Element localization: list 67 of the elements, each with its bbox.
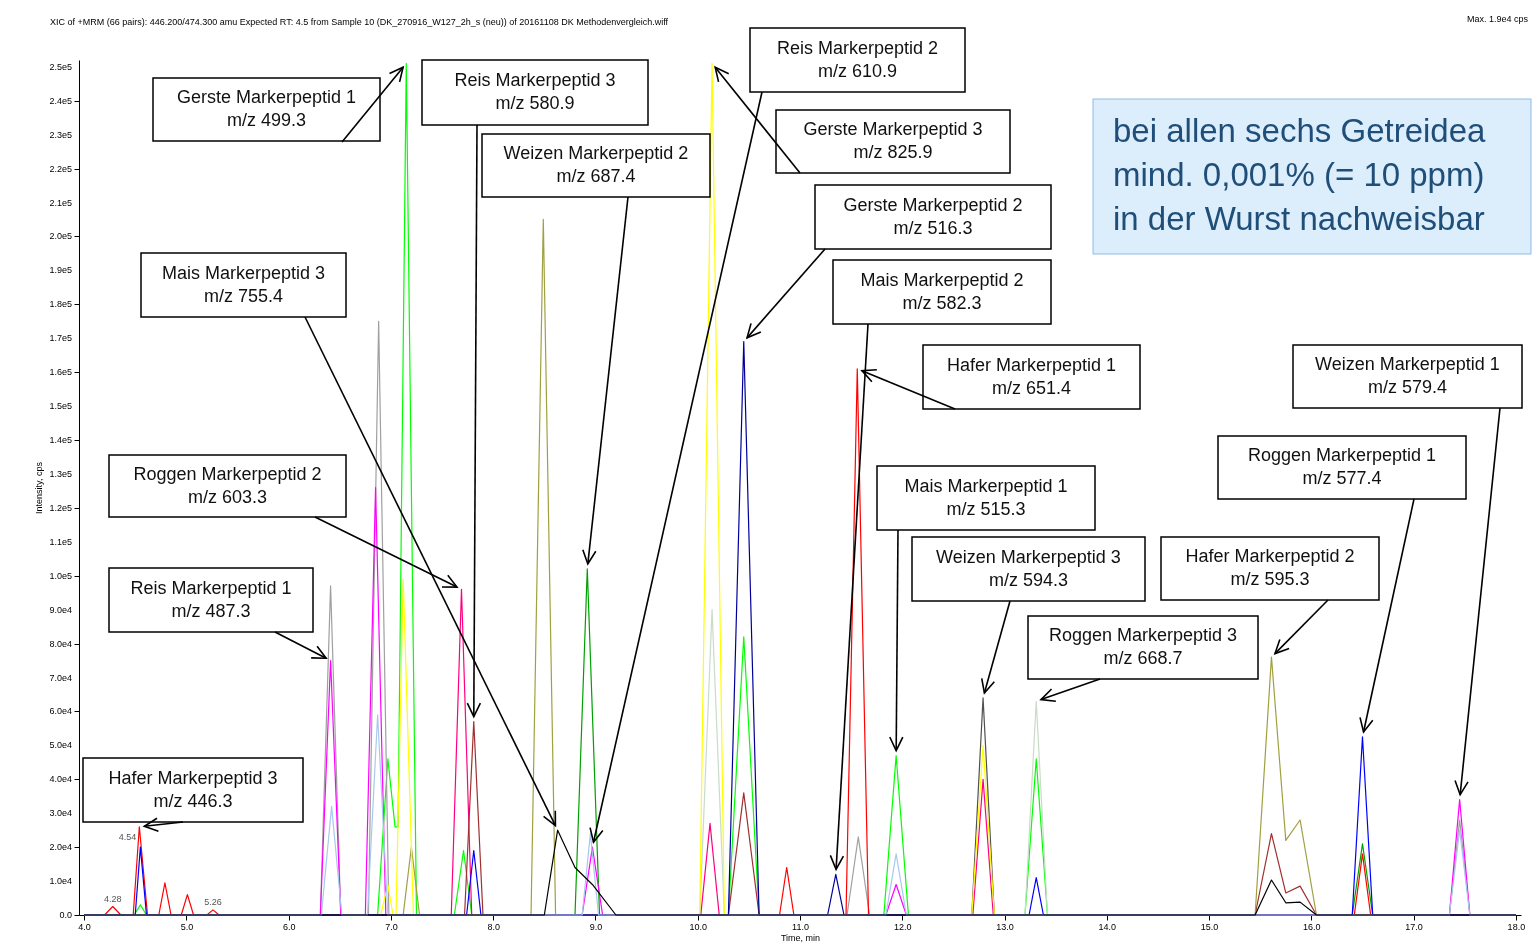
x-tick-label: 17.0 [1405, 921, 1423, 932]
annotation: Mais Markerpeptid 3 m/z 755.4 [161, 262, 326, 306]
y-tick-label: 1.5e5 [49, 401, 72, 412]
x-tick-label: 8.0 [487, 921, 500, 932]
x-tick-label: 18.0 [1507, 921, 1526, 932]
annotation: Weizen Markerpeptid 1 m/z 579.4 [1315, 353, 1500, 397]
y-tick-label: 2.0e4 [49, 842, 72, 853]
y-tick-label: 1.7e5 [49, 333, 72, 344]
annotation: Reis Markerpeptid 1 m/z 487.3 [130, 577, 292, 621]
y-tick-label: 7.0e4 [49, 672, 72, 683]
y-tick-label: 1.2e5 [49, 502, 72, 513]
y-tick-label: 6.0e4 [49, 706, 72, 717]
y-tick-label: 2.3e5 [49, 129, 72, 140]
y-tick-label: 1.6e5 [49, 367, 72, 378]
x-tick-label: 16.0 [1303, 921, 1321, 932]
annotation: Hafer Markerpeptid 1 m/z 651.4 [946, 354, 1117, 398]
annotation: Weizen Markerpeptid 3 m/z 594.3 [936, 546, 1121, 590]
annotation: Gerste Markerpeptid 1 m/z 499.3 [176, 86, 357, 130]
x-tick-label: 10.0 [689, 921, 707, 932]
annotation: Roggen Markerpeptid 2 m/z 603.3 [133, 463, 322, 507]
y-tick-label: 2.2e5 [49, 163, 72, 174]
annotation: Gerste Markerpeptid 2 m/z 516.3 [843, 194, 1023, 238]
y-tick-label: 2.0e5 [49, 231, 72, 242]
y-tick-label: 2.4e5 [49, 95, 72, 106]
annotation: 5.26 [204, 896, 222, 907]
x-tick-label: 6.0 [282, 921, 296, 932]
annotation: Hafer Markerpeptid 3 m/z 446.3 [108, 767, 278, 811]
x-tick-label: 4.0 [78, 921, 91, 932]
annotation: Mais Markerpeptid 2 m/z 582.3 [860, 269, 1024, 313]
y-tick-label: 0.0 [59, 910, 72, 920]
annotation: 4.54 [118, 831, 137, 842]
y-tick-label: 1.9e5 [49, 265, 72, 276]
x-tick-label: 12.0 [894, 921, 912, 932]
annotation: Reis Markerpeptid 2 m/z 610.9 [776, 37, 939, 81]
y-tick-label: 4.0e4 [49, 774, 72, 785]
y-tick-label: 9.0e4 [49, 604, 72, 615]
y-tick-label: 1.3e5 [49, 468, 72, 479]
y-tick-label: 1.4e5 [49, 435, 72, 445]
chart-title: XIC of +MRM (66 pairs): 446.200/474.300 amu Expected RT: 4.5 from Sample 10 (DK_270916_W127_2h_s (neu)) of 20161108 DK Methodenvergleich.wiff [50, 17, 669, 27]
x-tick-label: 9.0 [589, 921, 603, 932]
y-tick-label: 2.1e5 [49, 197, 72, 208]
x-tick-label: 5.0 [180, 921, 194, 932]
annotation: Roggen Markerpeptid 3 m/z 668.7 [1048, 624, 1238, 668]
annotation: Weizen Markerpeptid 2 m/z 687.4 [503, 142, 689, 186]
x-tick-label: 15.0 [1200, 921, 1219, 932]
y-tick-label: 1.0e5 [49, 570, 72, 581]
annotation: Reis Markerpeptid 3 m/z 580.9 [454, 69, 616, 113]
x-axis-title: Time, min [780, 932, 821, 943]
y-tick-label: 2.5e5 [49, 61, 72, 72]
y-tick-label: 5.0e4 [49, 740, 72, 751]
x-tick-label: 14.0 [1098, 921, 1117, 932]
annotation: Hafer Markerpeptid 2 m/z 595.3 [1185, 545, 1355, 589]
y-tick-label: 8.0e4 [49, 638, 72, 649]
annotation: Mais Markerpeptid 1 m/z 515.3 [904, 475, 1068, 519]
y-axis-title: Intensity, cps [34, 461, 44, 514]
annotation: Gerste Markerpeptid 3 m/z 825.9 [803, 118, 983, 162]
y-tick-label: 1.0e4 [49, 876, 72, 887]
y-tick-label: 1.1e5 [49, 536, 72, 547]
x-tick-label: 11.0 [792, 921, 809, 932]
text: Max. 1.9e4 cps [1466, 14, 1529, 25]
y-tick-label: 1.8e5 [49, 299, 72, 310]
y-tick-label: 3.0e4 [49, 808, 72, 819]
x-tick-label: 7.0 [385, 921, 398, 932]
annotation: 4.28 [103, 893, 122, 904]
annotation: bei allen sechs Getreidea mind. 0,001% (= 10 ppm) in der Wurst nachweisbar [1113, 111, 1487, 237]
x-tick-label: 13.0 [996, 921, 1014, 932]
annotation: Roggen Markerpeptid 1 m/z 577.4 [1247, 444, 1437, 488]
